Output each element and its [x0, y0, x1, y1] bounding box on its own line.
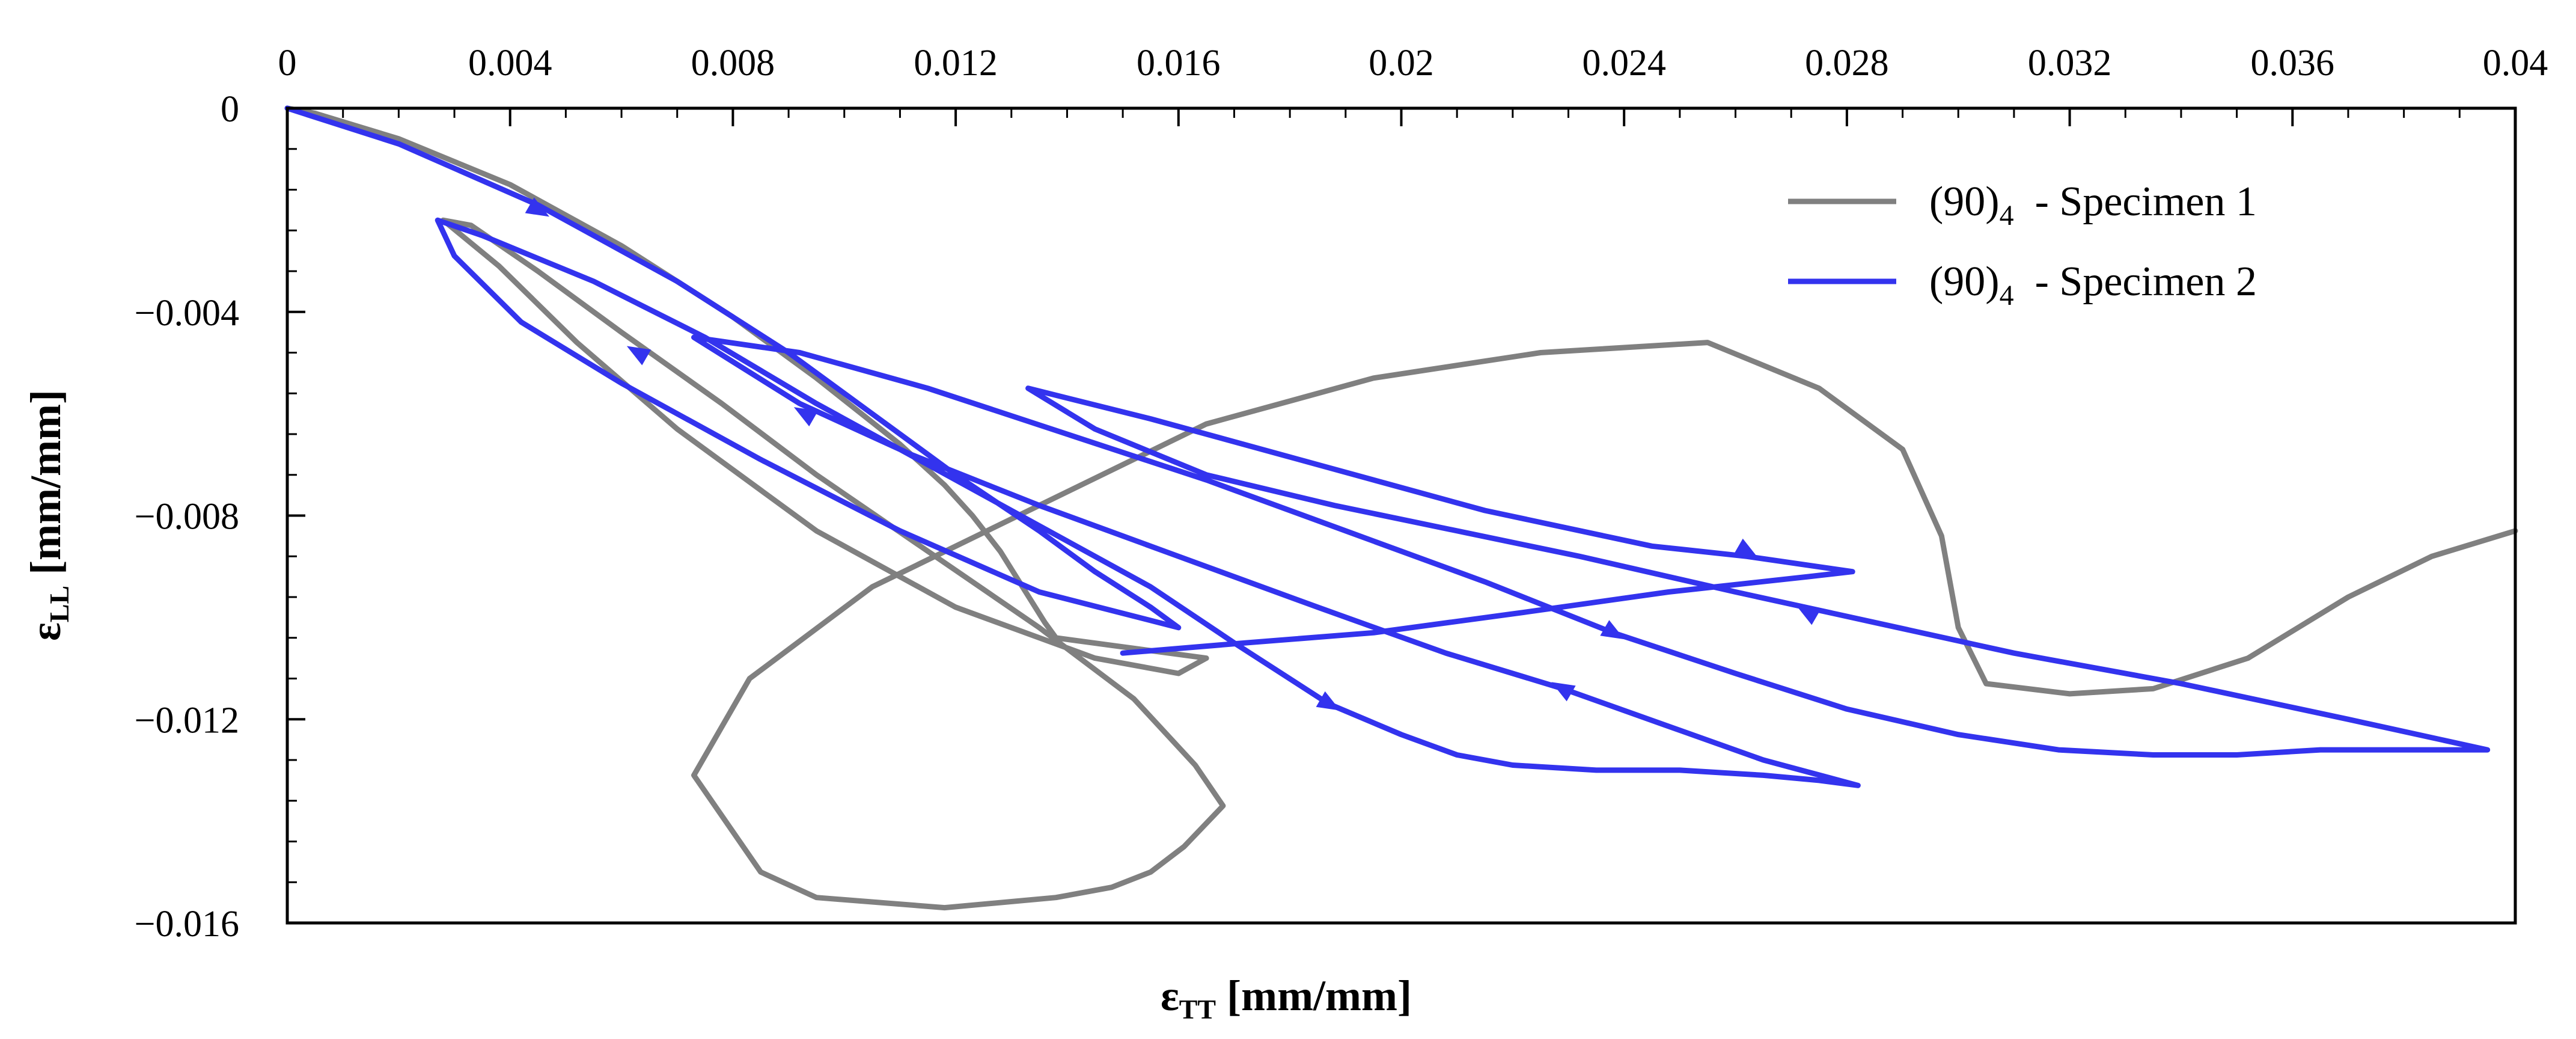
x-tick-label: 0.008	[691, 43, 775, 84]
x-axis-title-main: ε	[1161, 972, 1179, 1020]
direction-arrow-7	[1733, 538, 1759, 558]
direction-arrow-1	[525, 197, 550, 217]
legend-label-specimen-2: (90)4 - Specimen 2	[1929, 259, 2257, 311]
x-tick-label: 0.02	[1369, 43, 1434, 84]
direction-arrow-5	[1551, 682, 1576, 702]
direction-arrow-3	[793, 407, 819, 427]
y-tick-label: −0.008	[135, 497, 239, 538]
labels-layer: 0 0.004 0.008 0.012 0.016 0.02 0.024 0.028 0.032…	[135, 43, 2548, 945]
direction-arrow-6	[1600, 620, 1625, 640]
x-tick-label: 0.028	[1805, 43, 1889, 84]
direction-arrow-4	[1316, 691, 1341, 711]
y-tick-label: 0	[221, 89, 239, 130]
series-line-specimen-1	[284, 105, 2518, 911]
legend-label-specimen-1: (90)4 - Specimen 1	[1929, 179, 2257, 231]
arrows-layer	[525, 197, 1821, 711]
y-axis-title: εLL [mm/mm]	[22, 390, 75, 641]
direction-arrow-2	[626, 346, 652, 366]
x-axis-title: εTT [mm/mm]	[1161, 972, 1412, 1025]
series-layer	[284, 105, 2518, 911]
x-tick-label: 0.016	[1137, 43, 1221, 84]
x-tick-label: 0.04	[2483, 43, 2548, 84]
legend: (90)4 - Specimen 1 (90)4 - Specimen 2	[1788, 179, 2257, 311]
x-tick-label: 0.036	[2251, 43, 2335, 84]
x-axis-title-sub: TT	[1179, 994, 1216, 1025]
x-tick-label: 0.032	[2028, 43, 2112, 84]
y-tick-label: −0.004	[135, 293, 239, 334]
ticks-layer	[286, 107, 2516, 924]
direction-arrow-8	[1796, 605, 1821, 625]
y-tick-label: −0.012	[135, 700, 239, 741]
y-tick-label: −0.016	[135, 904, 239, 945]
x-tick-label: 0.024	[1582, 43, 1666, 84]
x-tick-label: 0.004	[468, 43, 552, 84]
series-line-specimen-2	[284, 105, 2491, 788]
x-tick-label: 0.012	[914, 43, 998, 84]
x-axis-title-unit: [mm/mm]	[1227, 972, 1412, 1020]
x-tick-label: 0	[278, 43, 297, 84]
y-axis-title-sub: LL	[44, 586, 75, 622]
plot-frame	[285, 106, 2517, 925]
y-axis-title-unit: [mm/mm]	[22, 390, 70, 575]
y-axis-title-main: ε	[22, 622, 70, 641]
